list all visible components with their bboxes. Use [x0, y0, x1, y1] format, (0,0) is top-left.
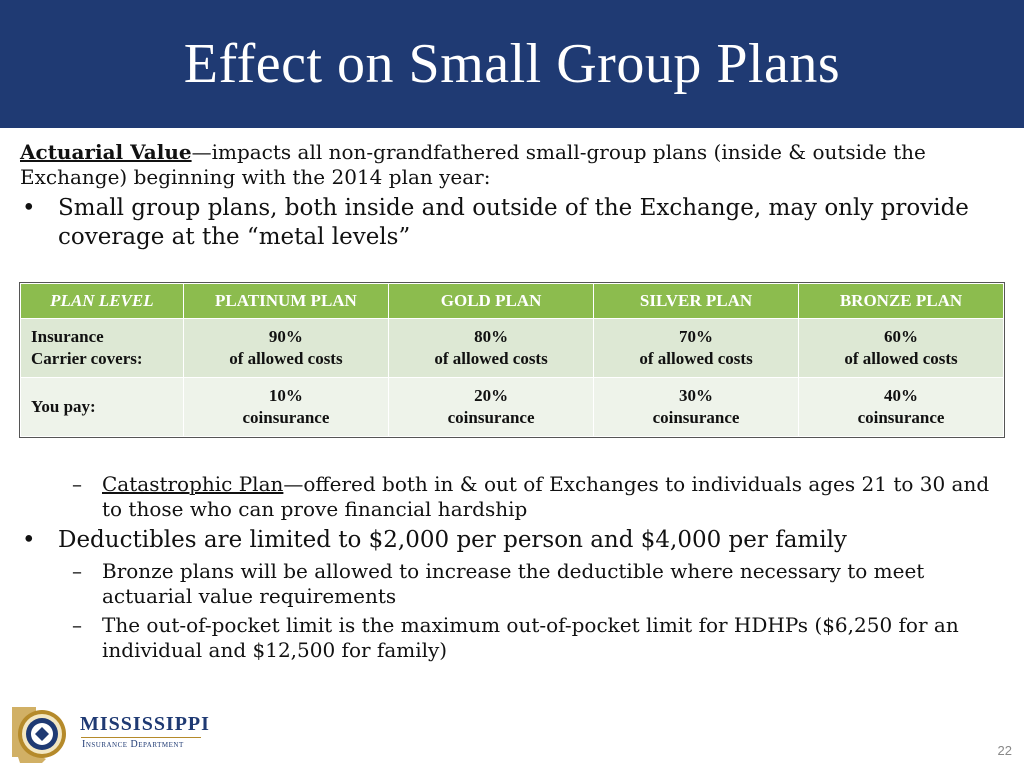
cell-silver-carrier: 70% of allowed costs: [593, 318, 800, 378]
bullet-dot-icon: •: [22, 527, 36, 553]
catastrophic-plan-label: Catastrophic Plan: [102, 472, 284, 496]
cell-value: 20%: [474, 386, 509, 405]
intro-section: Actuarial Value—impacts all non-grandfat…: [20, 140, 1000, 252]
catastrophic-plan-text: —offered both in & out of Exchanges to i…: [102, 472, 990, 521]
dash-icon: –: [72, 472, 82, 496]
row-label-line: Insurance: [31, 327, 104, 346]
cell-caption: of allowed costs: [844, 349, 958, 368]
details-section: – Catastrophic Plan—offered both in & ou…: [20, 468, 1010, 663]
bullet-deductibles: • Deductibles are limited to $2,000 per …: [20, 526, 1010, 555]
cell-value: 90%: [268, 327, 303, 346]
bullet-dot-icon: •: [22, 195, 36, 221]
cell-caption: coinsurance: [447, 408, 535, 427]
table-row: Insurance Carrier covers: 90% of allowed …: [20, 318, 1004, 378]
header-plan-level: PLAN LEVEL: [20, 283, 184, 319]
logo-divider: [81, 737, 201, 738]
cell-caption: coinsurance: [242, 408, 330, 427]
cell-caption: of allowed costs: [434, 349, 548, 368]
cell-platinum-carrier: 90% of allowed costs: [182, 318, 390, 378]
cell-value: 40%: [884, 386, 918, 405]
sub-bullet-bronze: – Bronze plans will be allowed to increa…: [20, 559, 1010, 609]
bullet-metal-levels: • Small group plans, both inside and out…: [20, 194, 1000, 252]
cell-gold-carrier: 80% of allowed costs: [388, 318, 595, 378]
table-header-row: PLAN LEVEL PLATINUM PLAN GOLD PLAN SILVE…: [20, 283, 1004, 319]
actuarial-value-label: Actuarial Value: [20, 140, 192, 164]
header-bronze: BRONZE PLAN: [798, 283, 1004, 319]
bullet-deductibles-text: Deductibles are limited to $2,000 per pe…: [58, 527, 847, 553]
bullet-metal-levels-text: Small group plans, both inside and outsi…: [58, 195, 969, 250]
cell-bronze-carrier: 60% of allowed costs: [798, 318, 1004, 378]
row-label-line: Carrier covers:: [31, 349, 143, 368]
mississippi-insurance-logo: MISSISSIPPI Insurance Department: [6, 703, 209, 765]
cell-silver-you-pay: 30% coinsurance: [593, 377, 800, 437]
cell-caption: of allowed costs: [229, 349, 343, 368]
cell-value: 80%: [474, 327, 509, 346]
logo-wordmark-dept: Insurance Department: [82, 739, 184, 750]
cell-caption: of allowed costs: [639, 349, 753, 368]
cell-caption: coinsurance: [857, 408, 945, 427]
cell-bronze-you-pay: 40% coinsurance: [798, 377, 1004, 437]
table-row: You pay: 10% coinsurance 20% coinsurance 3…: [20, 377, 1004, 437]
sub-bullet-catastrophic: – Catastrophic Plan—offered both in & ou…: [20, 472, 1010, 522]
cell-caption: coinsurance: [652, 408, 740, 427]
dash-icon: –: [72, 559, 82, 583]
state-seal-icon: [12, 707, 66, 763]
cell-gold-you-pay: 20% coinsurance: [388, 377, 595, 437]
cell-value: 10%: [268, 386, 303, 405]
cell-value: 30%: [679, 386, 714, 405]
header-platinum: PLATINUM PLAN: [182, 283, 390, 319]
logo-wordmark-state: MISSISSIPPI: [80, 713, 210, 735]
header-gold: GOLD PLAN: [388, 283, 595, 319]
intro-paragraph: Actuarial Value—impacts all non-grandfat…: [20, 140, 1000, 190]
page-number: 22: [997, 743, 1012, 758]
slide-title: Effect on Small Group Plans: [183, 33, 841, 95]
sub-bullet-oop-text: The out-of-pocket limit is the maximum o…: [102, 613, 959, 662]
header-silver: SILVER PLAN: [593, 283, 800, 319]
row-label-you-pay: You pay:: [20, 377, 184, 437]
cell-value: 60%: [884, 327, 918, 346]
cell-platinum-you-pay: 10% coinsurance: [182, 377, 390, 437]
intro-text: —impacts all non-grandfathered small-gro…: [20, 140, 926, 189]
cell-value: 70%: [679, 327, 714, 346]
dash-icon: –: [72, 613, 82, 637]
sub-bullet-oop: – The out-of-pocket limit is the maximum…: [20, 613, 1010, 663]
title-bar: Effect on Small Group Plans: [0, 0, 1024, 128]
plan-levels-table: PLAN LEVEL PLATINUM PLAN GOLD PLAN SILVE…: [20, 283, 1004, 437]
row-label-carrier: Insurance Carrier covers:: [20, 318, 184, 378]
sub-bullet-bronze-text: Bronze plans will be allowed to increase…: [102, 559, 925, 608]
